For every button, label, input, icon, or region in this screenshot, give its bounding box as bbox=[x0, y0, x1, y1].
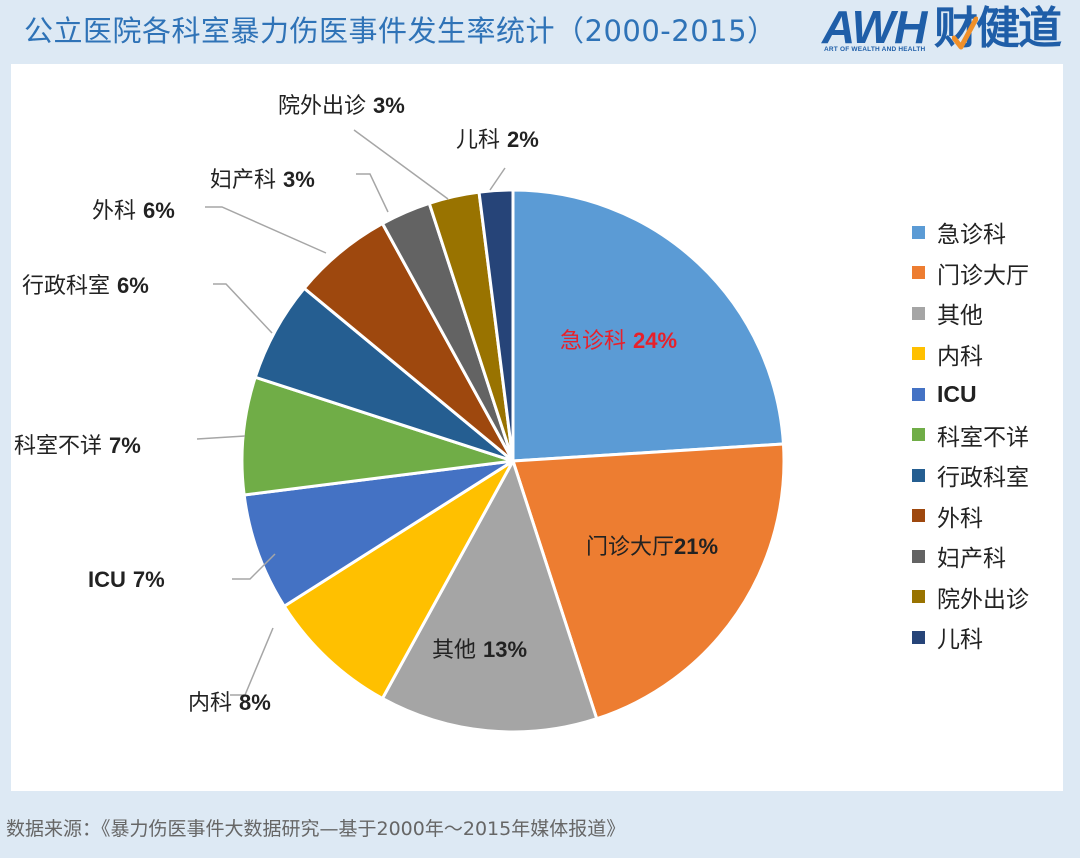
awh-logo: AWH ART OF WEALTH AND HEALTH 财健道 bbox=[822, 2, 1072, 60]
pie-slice bbox=[380, 457, 599, 734]
leader-line bbox=[353, 129, 449, 200]
data-label-pediatrics: 儿科 2% bbox=[456, 122, 539, 154]
label-pct: 3% bbox=[373, 93, 405, 118]
legend-item: 外科 bbox=[912, 496, 1029, 537]
data-label-icu: ICU 7% bbox=[88, 567, 165, 593]
label-pct: 8% bbox=[239, 690, 271, 715]
legend-label: 妇产科 bbox=[937, 546, 1006, 573]
label-name: 外科 bbox=[92, 199, 137, 224]
legend-item: ICU bbox=[912, 374, 1029, 415]
pie-slice bbox=[511, 188, 786, 463]
data-label-outcall: 院外出诊 3% bbox=[278, 88, 405, 120]
source-note: 数据来源：《暴力伤医事件大数据研究—基于2000年～2015年媒体报道》 bbox=[6, 818, 626, 840]
logo-chinese: 财健道 bbox=[934, 3, 1062, 54]
legend-item: 门诊大厅 bbox=[912, 253, 1029, 294]
legend-swatch bbox=[912, 590, 925, 604]
label-pct: 6% bbox=[117, 273, 149, 298]
legend-item: 院外出诊 bbox=[912, 577, 1029, 618]
legend-item: 行政科室 bbox=[912, 455, 1029, 496]
legend-item: 儿科 bbox=[912, 617, 1029, 658]
data-label-outpatient-hall: 门诊大厅21% bbox=[586, 529, 718, 561]
label-name: 院外出诊 bbox=[278, 94, 367, 119]
legend-label: 门诊大厅 bbox=[937, 262, 1029, 289]
pie-slice bbox=[477, 188, 515, 462]
logo-tagline: ART OF WEALTH AND HEALTH bbox=[824, 46, 926, 53]
legend-item: 内科 bbox=[912, 334, 1029, 375]
label-name: 内科 bbox=[188, 691, 233, 716]
label-name: 其他 bbox=[432, 638, 477, 663]
legend-swatch bbox=[912, 630, 925, 644]
legend-label: 外科 bbox=[937, 505, 983, 532]
chart-title: 公立医院各科室暴力伤医事件发生率统计（2000-2015） bbox=[24, 14, 777, 48]
legend-item: 妇产科 bbox=[912, 536, 1029, 577]
legend-swatch bbox=[912, 347, 925, 361]
label-name: ICU bbox=[88, 567, 126, 592]
legend-swatch bbox=[912, 468, 925, 482]
leader-line bbox=[213, 283, 273, 334]
data-label-internal-medicine: 内科 8% bbox=[188, 685, 271, 717]
data-label-admin: 行政科室 6% bbox=[22, 268, 149, 300]
leader-line bbox=[205, 206, 327, 254]
label-pct: 2% bbox=[507, 127, 539, 152]
legend-swatch bbox=[912, 306, 925, 320]
label-pct: 7% bbox=[109, 433, 141, 458]
legend-label: 院外出诊 bbox=[937, 586, 1029, 613]
legend-label: 儿科 bbox=[937, 627, 983, 654]
leader-line bbox=[196, 435, 246, 440]
data-label-other: 其他 13% bbox=[432, 632, 527, 664]
data-label-surgery: 外科 6% bbox=[92, 193, 175, 225]
pie-slice bbox=[282, 459, 515, 701]
legend-swatch bbox=[912, 549, 925, 563]
leader-line bbox=[356, 173, 389, 213]
label-pct: 21% bbox=[674, 534, 719, 559]
legend-swatch bbox=[912, 509, 925, 523]
legend-item: 科室不详 bbox=[912, 415, 1029, 456]
leader-line bbox=[230, 627, 274, 696]
leader-line bbox=[232, 553, 276, 580]
label-name: 科室不详 bbox=[14, 434, 103, 459]
legend-label: 行政科室 bbox=[937, 465, 1029, 492]
legend-label: ICU bbox=[937, 380, 977, 407]
label-name: 儿科 bbox=[456, 128, 501, 153]
legend-label: 急诊科 bbox=[937, 222, 1006, 249]
checkmark-icon bbox=[952, 16, 978, 50]
chart-legend: 急诊科 门诊大厅 其他 内科 ICU 科室不详 行政科室 外科 妇产科 院外出诊… bbox=[912, 212, 1029, 658]
legend-item: 急诊科 bbox=[912, 212, 1029, 253]
label-pct: 24% bbox=[633, 328, 678, 353]
data-label-obgyn: 妇产科 3% bbox=[210, 162, 315, 194]
legend-swatch bbox=[912, 428, 925, 442]
legend-label: 其他 bbox=[937, 303, 983, 330]
label-pct: 13% bbox=[483, 637, 528, 662]
label-name: 门诊大厅 bbox=[586, 535, 675, 560]
pie-slice bbox=[510, 442, 786, 721]
label-name: 行政科室 bbox=[22, 274, 111, 299]
label-pct: 3% bbox=[283, 167, 315, 192]
legend-swatch bbox=[912, 387, 925, 401]
leader-line bbox=[489, 167, 506, 191]
label-pct: 7% bbox=[132, 567, 165, 592]
legend-swatch bbox=[912, 266, 925, 280]
label-pct: 6% bbox=[143, 198, 175, 223]
label-name: 妇产科 bbox=[210, 168, 277, 193]
data-label-unknown-dept: 科室不详 7% bbox=[14, 428, 141, 460]
legend-label: 科室不详 bbox=[937, 424, 1029, 451]
legend-label: 内科 bbox=[937, 343, 983, 370]
data-label-emergency: 急诊科 24% bbox=[560, 323, 677, 355]
legend-item: 其他 bbox=[912, 293, 1029, 334]
legend-swatch bbox=[912, 225, 925, 239]
logo-latin: AWH bbox=[822, 1, 927, 53]
pie-slice bbox=[242, 459, 514, 609]
label-name: 急诊科 bbox=[560, 329, 627, 354]
